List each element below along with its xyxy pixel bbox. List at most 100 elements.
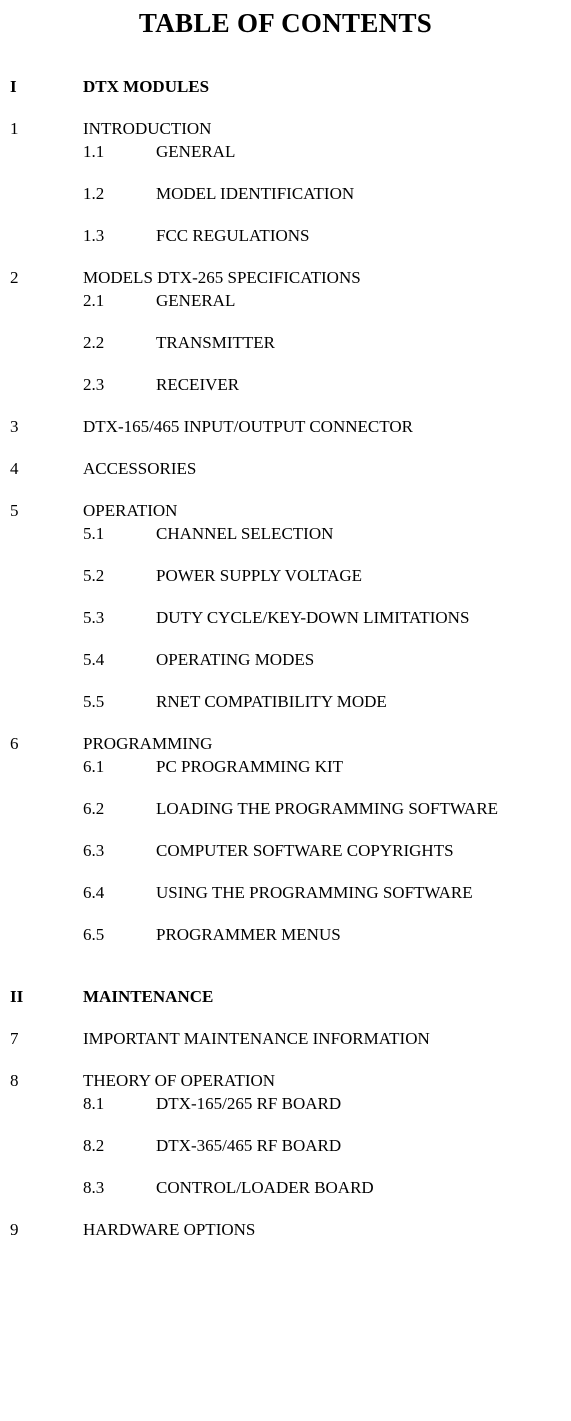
- subsection-title: GENERAL: [156, 142, 235, 162]
- section-title: DTX-165/465 INPUT/OUTPUT CONNECTOR: [83, 417, 413, 437]
- subsection-number: 6.4: [83, 883, 156, 903]
- subsection-title: RNET COMPATIBILITY MODE: [156, 692, 387, 712]
- subsection-row: 5.1CHANNEL SELECTION: [83, 524, 561, 544]
- part-row: IIMAINTENANCE: [10, 987, 561, 1007]
- subsection-row: 2.1GENERAL: [83, 291, 561, 311]
- section-number: 4: [10, 459, 83, 479]
- subsection-title: PC PROGRAMMING KIT: [156, 757, 343, 777]
- subsection-title: TRANSMITTER: [156, 333, 275, 353]
- subsection-title: COMPUTER SOFTWARE COPYRIGHTS: [156, 841, 454, 861]
- section-number: 3: [10, 417, 83, 437]
- section-number: 7: [10, 1029, 83, 1049]
- table-of-contents: IDTX MODULES1INTRODUCTION1.1GENERAL1.2MO…: [10, 77, 561, 1240]
- subsection-number: 5.3: [83, 608, 156, 628]
- subsection-title: DTX-165/265 RF BOARD: [156, 1094, 341, 1114]
- subsection-number: 8.2: [83, 1136, 156, 1156]
- section-block: 9HARDWARE OPTIONS: [10, 1220, 561, 1240]
- subsection-title: GENERAL: [156, 291, 235, 311]
- subsection-list: 8.1DTX-165/265 RF BOARD 8.2DTX-365/465 RF…: [83, 1094, 561, 1198]
- section-row: 2MODELS DTX-265 SPECIFICATIONS: [10, 268, 561, 288]
- subsection-number: 6.3: [83, 841, 156, 861]
- subsection-row: 5.2POWER SUPPLY VOLTAGE: [83, 566, 561, 586]
- section-number: 6: [10, 734, 83, 754]
- section-title: IMPORTANT MAINTENANCE INFORMATION: [83, 1029, 430, 1049]
- section-number: 5: [10, 501, 83, 521]
- section-number: 1: [10, 119, 83, 139]
- subsection-title: RECEIVER: [156, 375, 239, 395]
- subsection-row: 5.5RNET COMPATIBILITY MODE: [83, 692, 561, 712]
- subsection-title: FCC REGULATIONS: [156, 226, 310, 246]
- subsection-row: 1.3FCC REGULATIONS: [83, 226, 561, 246]
- subsection-row: 1.1GENERAL: [83, 142, 561, 162]
- subsection-number: 1.1: [83, 142, 156, 162]
- section-block: 5OPERATION 5.1CHANNEL SELECTION 5.2POWER S…: [10, 501, 561, 712]
- subsection-number: 5.5: [83, 692, 156, 712]
- section-row: 9HARDWARE OPTIONS: [10, 1220, 561, 1240]
- subsection-row: 6.1PC PROGRAMMING KIT: [83, 757, 561, 777]
- subsection-title: PROGRAMMER MENUS: [156, 925, 341, 945]
- section-block: 1INTRODUCTION 1.1GENERAL 1.2MODEL IDENTIFI…: [10, 119, 561, 246]
- section-row: 1INTRODUCTION: [10, 119, 561, 139]
- subsection-title: DUTY CYCLE/KEY-DOWN LIMITATIONS: [156, 608, 469, 628]
- subsection-number: 2.2: [83, 333, 156, 353]
- part-row: IDTX MODULES: [10, 77, 561, 97]
- section-row: 6PROGRAMMING: [10, 734, 561, 754]
- subsection-number: 8.1: [83, 1094, 156, 1114]
- subsection-number: 6.5: [83, 925, 156, 945]
- section-title: MODELS DTX-265 SPECIFICATIONS: [83, 268, 361, 288]
- subsection-title: CONTROL/LOADER BOARD: [156, 1178, 374, 1198]
- subsection-number: 5.4: [83, 650, 156, 670]
- subsection-number: 5.1: [83, 524, 156, 544]
- subsection-title: LOADING THE PROGRAMMING SOFTWARE: [156, 799, 498, 819]
- subsection-row: 1.2MODEL IDENTIFICATION: [83, 184, 561, 204]
- part-number: II: [10, 987, 83, 1007]
- section-title: HARDWARE OPTIONS: [83, 1220, 255, 1240]
- section-title: PROGRAMMING: [83, 734, 212, 754]
- subsection-row: 8.3CONTROL/LOADER BOARD: [83, 1178, 561, 1198]
- section-title: INTRODUCTION: [83, 119, 211, 139]
- subsection-list: 6.1PC PROGRAMMING KIT 6.2LOADING THE PROG…: [83, 757, 561, 945]
- section-title: ACCESSORIES: [83, 459, 196, 479]
- part-number: I: [10, 77, 83, 97]
- subsection-title: USING THE PROGRAMMING SOFTWARE: [156, 883, 473, 903]
- subsection-number: 8.3: [83, 1178, 156, 1198]
- page-title: TABLE OF CONTENTS: [10, 8, 561, 39]
- subsection-number: 1.2: [83, 184, 156, 204]
- section-block: 3DTX-165/465 INPUT/OUTPUT CONNECTOR: [10, 417, 561, 437]
- section-row: 4ACCESSORIES: [10, 459, 561, 479]
- subsection-number: 6.1: [83, 757, 156, 777]
- section-number: 9: [10, 1220, 83, 1240]
- subsection-row: 5.4OPERATING MODES: [83, 650, 561, 670]
- subsection-row: 6.5PROGRAMMER MENUS: [83, 925, 561, 945]
- subsection-title: OPERATING MODES: [156, 650, 314, 670]
- section-block: 8THEORY OF OPERATION 8.1DTX-165/265 RF BO…: [10, 1071, 561, 1198]
- subsection-number: 2.1: [83, 291, 156, 311]
- subsection-title: MODEL IDENTIFICATION: [156, 184, 354, 204]
- subsection-row: 6.4USING THE PROGRAMMING SOFTWARE: [83, 883, 561, 903]
- section-row: 7IMPORTANT MAINTENANCE INFORMATION: [10, 1029, 561, 1049]
- section-row: 3DTX-165/465 INPUT/OUTPUT CONNECTOR: [10, 417, 561, 437]
- subsection-list: 5.1CHANNEL SELECTION 5.2POWER SUPPLY VOLT…: [83, 524, 561, 712]
- section-row: 8THEORY OF OPERATION: [10, 1071, 561, 1091]
- subsection-row: 6.2LOADING THE PROGRAMMING SOFTWARE: [83, 799, 561, 819]
- section-block: 6PROGRAMMING 6.1PC PROGRAMMING KIT 6.2LOAD…: [10, 734, 561, 945]
- subsection-title: DTX-365/465 RF BOARD: [156, 1136, 341, 1156]
- section-number: 2: [10, 268, 83, 288]
- subsection-row: 8.2DTX-365/465 RF BOARD: [83, 1136, 561, 1156]
- subsection-number: 1.3: [83, 226, 156, 246]
- section-title: THEORY OF OPERATION: [83, 1071, 275, 1091]
- section-block: 2MODELS DTX-265 SPECIFICATIONS 2.1GENERAL…: [10, 268, 561, 395]
- subsection-row: 2.3RECEIVER: [83, 375, 561, 395]
- section-number: 8: [10, 1071, 83, 1091]
- section-row: 5OPERATION: [10, 501, 561, 521]
- subsection-row: 5.3DUTY CYCLE/KEY-DOWN LIMITATIONS: [83, 608, 561, 628]
- subsection-row: 8.1DTX-165/265 RF BOARD: [83, 1094, 561, 1114]
- subsection-list: 2.1GENERAL 2.2TRANSMITTER 2.3RECEIVER: [83, 291, 561, 395]
- section-title: OPERATION: [83, 501, 177, 521]
- part-title: DTX MODULES: [83, 77, 209, 97]
- subsection-number: 5.2: [83, 566, 156, 586]
- section-block: 7IMPORTANT MAINTENANCE INFORMATION: [10, 1029, 561, 1049]
- subsection-number: 6.2: [83, 799, 156, 819]
- section-block: 4ACCESSORIES: [10, 459, 561, 479]
- subsection-row: 2.2TRANSMITTER: [83, 333, 561, 353]
